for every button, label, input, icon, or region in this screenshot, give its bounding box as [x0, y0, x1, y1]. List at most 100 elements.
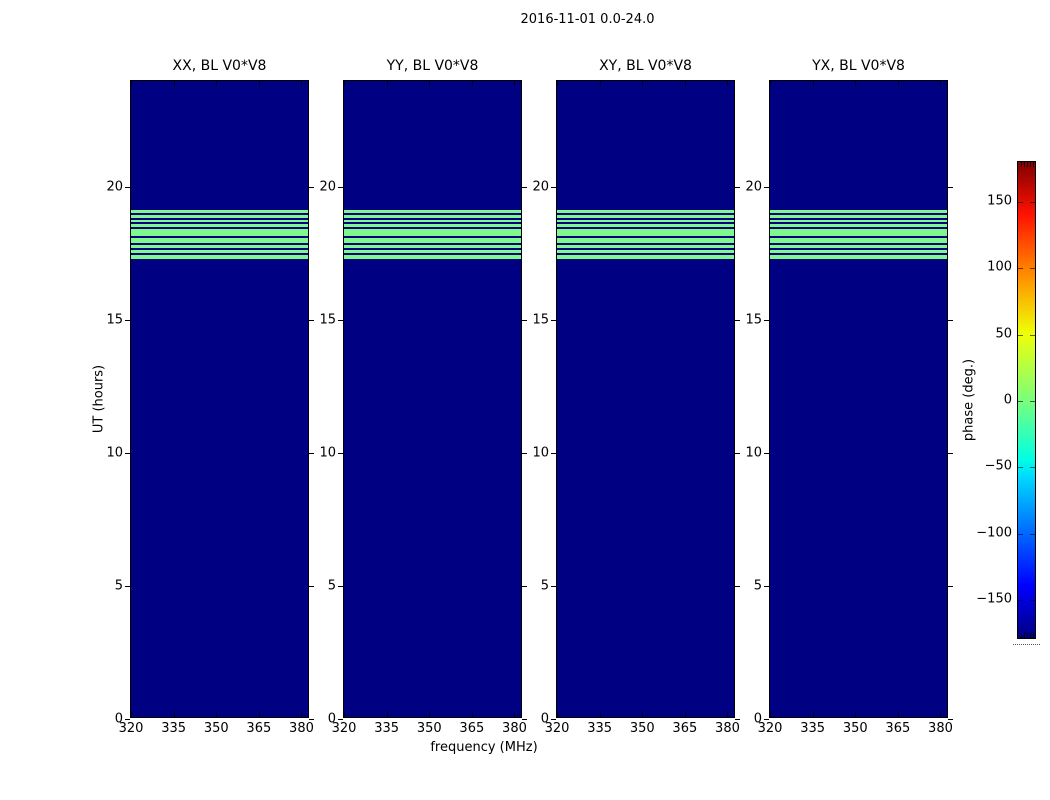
y-tick — [948, 320, 953, 322]
y-tick — [125, 453, 130, 455]
phase-stripe — [557, 220, 734, 223]
phase-stripe — [770, 220, 947, 223]
panel-xy: XY, BL V0*V8 0 5 10 15 20 320 335 350 365 380 — [532, 58, 740, 736]
phase-stripe — [344, 210, 521, 214]
y-tick-label: 0 — [327, 711, 336, 727]
x-tick — [301, 712, 303, 717]
colorbar-tick — [1018, 401, 1023, 402]
y-tick — [764, 187, 769, 189]
x-tick-label: 380 — [928, 721, 953, 736]
x-tick — [301, 81, 303, 86]
colorbar-tick — [1018, 334, 1023, 336]
y-tick-label: 5 — [114, 578, 123, 594]
y-tick — [764, 453, 769, 455]
phase-stripe — [770, 238, 947, 244]
x-tick-label: 335 — [800, 721, 826, 736]
y-tick-label: 20 — [319, 179, 336, 195]
x-tick — [727, 712, 729, 717]
x-tick — [344, 712, 345, 717]
phase-stripe — [131, 255, 308, 260]
phase-stripe — [557, 215, 734, 218]
phase-stripe — [131, 245, 308, 248]
y-tick — [764, 320, 769, 322]
colorbar-tick-label: 50 — [995, 326, 1012, 342]
colorbar-tick — [1030, 268, 1035, 270]
y-tick-label: 0 — [753, 711, 762, 727]
phase-stripe — [770, 229, 947, 236]
x-tick — [216, 712, 218, 717]
x-tick — [344, 81, 345, 86]
phase-stripe — [344, 238, 521, 244]
y-tick — [125, 187, 130, 189]
colorbar-tick — [1018, 201, 1023, 203]
phase-stripe — [344, 215, 521, 218]
figure-title: 2016-11-01 0.0-24.0 — [520, 12, 655, 27]
x-tick — [471, 81, 473, 86]
x-tick — [684, 81, 686, 86]
y-tick — [735, 719, 740, 720]
y-tick-label: 20 — [532, 179, 549, 195]
x-tick-label: 335 — [161, 721, 187, 736]
x-tick-label: 320 — [331, 721, 357, 736]
y-tick-label: 15 — [319, 312, 336, 328]
colorbar-tick — [1030, 401, 1035, 402]
x-tick-label: 350 — [629, 721, 655, 736]
y-tick — [125, 320, 130, 322]
phase-stripe — [557, 229, 734, 236]
x-axis-label: frequency (MHz) — [430, 740, 538, 755]
x-tick — [131, 712, 132, 717]
x-tick — [897, 81, 899, 86]
y-tick — [735, 586, 740, 588]
phase-stripe — [770, 255, 947, 260]
y-tick — [125, 719, 130, 720]
x-tick-label: 350 — [203, 721, 229, 736]
y-tick — [338, 187, 343, 189]
x-tick — [897, 712, 899, 717]
y-tick-label: 0 — [540, 711, 549, 727]
y-tick — [948, 586, 953, 588]
colorbar-tick — [1030, 600, 1035, 602]
y-tick — [522, 719, 527, 720]
phase-stripe — [344, 224, 521, 227]
panel-title: XY, BL V0*V8 — [599, 58, 692, 74]
y-tick — [338, 586, 343, 588]
phase-stripe — [557, 210, 734, 214]
x-tick — [770, 712, 771, 717]
phase-stripe — [344, 229, 521, 236]
phase-stripe — [344, 255, 521, 260]
panel-title: YY, BL V0*V8 — [386, 58, 479, 74]
y-tick — [522, 586, 527, 588]
x-tick — [514, 712, 516, 717]
y-tick — [764, 586, 769, 588]
x-tick — [812, 81, 814, 86]
colorbar-tick — [1018, 533, 1023, 535]
panel-yx: YX, BL V0*V8 0 5 10 15 20 320 335 350 365 380 — [745, 58, 953, 736]
x-tick-label: 365 — [246, 721, 272, 736]
y-tick — [309, 453, 314, 455]
colorbar-bottom-comb-ticks — [1019, 633, 1034, 638]
y-tick — [735, 453, 740, 455]
phase-stripe — [557, 245, 734, 248]
y-tick-label: 20 — [106, 179, 123, 195]
phase-stripe — [131, 210, 308, 214]
colorbar-tick — [1018, 467, 1023, 469]
phase-stripe — [770, 250, 947, 253]
phase-stripe — [131, 215, 308, 218]
colorbar-tick-label: 100 — [987, 259, 1012, 275]
x-tick — [429, 81, 431, 86]
y-tick-label: 15 — [745, 312, 762, 328]
phase-stripe — [344, 250, 521, 253]
phase-stripe — [557, 250, 734, 253]
colorbar — [1017, 161, 1036, 639]
y-tick-label: 15 — [532, 312, 549, 328]
x-tick — [940, 81, 942, 86]
y-tick — [764, 719, 769, 720]
y-tick — [309, 586, 314, 588]
y-tick-label: 15 — [106, 312, 123, 328]
y-tick — [338, 719, 343, 720]
y-tick — [551, 187, 556, 189]
x-tick — [386, 81, 388, 86]
colorbar-tick-label: −50 — [984, 458, 1012, 474]
x-tick-label: 365 — [672, 721, 698, 736]
colorbar-tick — [1018, 600, 1023, 602]
